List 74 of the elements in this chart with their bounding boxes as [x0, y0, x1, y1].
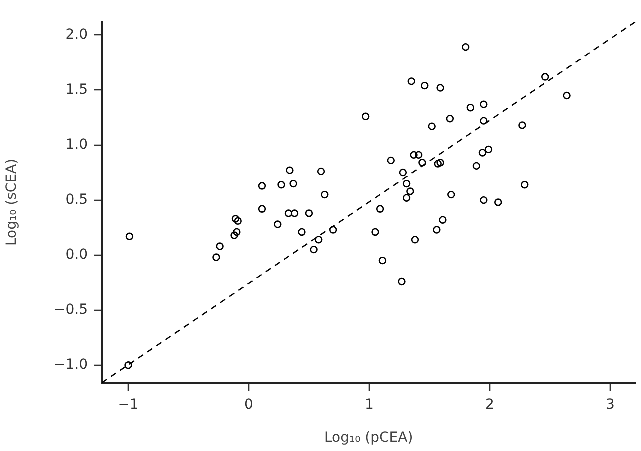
point — [410, 151, 418, 160]
point — [298, 228, 306, 236]
point — [290, 210, 299, 218]
point — [402, 194, 411, 202]
point — [446, 115, 454, 123]
point — [494, 198, 502, 206]
point — [480, 196, 488, 204]
point — [518, 122, 526, 130]
x-tick-label: 2 — [485, 397, 494, 414]
x-axis-title: Log₁₀ (pCEA) — [324, 430, 414, 446]
point — [402, 180, 411, 188]
point — [408, 78, 416, 86]
point — [310, 246, 318, 254]
x-tick-label: −1 — [118, 397, 139, 414]
point — [414, 151, 423, 160]
point — [418, 159, 426, 167]
point — [480, 117, 488, 125]
point — [541, 73, 550, 81]
y-tick-label: 1.0 — [66, 136, 88, 153]
point — [434, 160, 442, 168]
point — [284, 210, 293, 218]
y-tick-label: 0.5 — [66, 192, 88, 208]
point — [439, 216, 447, 224]
point — [258, 182, 266, 190]
point — [305, 210, 314, 218]
point — [421, 82, 429, 90]
point — [436, 84, 444, 92]
point — [278, 181, 286, 189]
point — [480, 100, 488, 108]
y-axis-title: Log₁₀ (sCEA) — [4, 158, 20, 246]
point — [472, 162, 481, 170]
point — [321, 190, 329, 199]
point — [232, 215, 240, 223]
y-tick-label: 1.5 — [66, 82, 88, 98]
point — [233, 228, 241, 236]
point — [563, 92, 571, 100]
point — [436, 159, 444, 167]
point — [258, 205, 266, 213]
y-tick-label: −1.0 — [54, 357, 88, 374]
point — [315, 236, 323, 244]
point — [399, 168, 408, 177]
point — [398, 278, 406, 286]
point — [362, 112, 370, 121]
point — [286, 166, 294, 174]
point — [372, 228, 380, 236]
point — [521, 181, 529, 189]
point — [234, 217, 242, 226]
point — [478, 149, 487, 157]
y-tick-label: 2.0 — [66, 26, 88, 43]
point — [462, 43, 470, 52]
point — [376, 205, 384, 213]
point — [448, 190, 456, 199]
point — [290, 180, 298, 188]
point — [212, 254, 220, 262]
point — [484, 146, 493, 154]
y-tick-label: −0.5 — [54, 302, 88, 318]
x-tick-label: 3 — [606, 397, 615, 414]
point — [406, 188, 414, 196]
y-tick-label: 0.0 — [66, 246, 88, 263]
point — [433, 226, 441, 234]
point — [466, 104, 474, 112]
point — [230, 232, 238, 240]
point — [216, 242, 224, 250]
x-tick-label: 1 — [364, 397, 374, 414]
point — [274, 220, 282, 228]
x-tick-label: 0 — [244, 397, 254, 414]
point — [317, 168, 326, 176]
point — [428, 122, 436, 130]
point — [124, 362, 132, 370]
point — [411, 236, 420, 244]
point — [387, 156, 395, 165]
point — [329, 226, 338, 234]
point — [126, 232, 134, 240]
point — [378, 256, 387, 265]
